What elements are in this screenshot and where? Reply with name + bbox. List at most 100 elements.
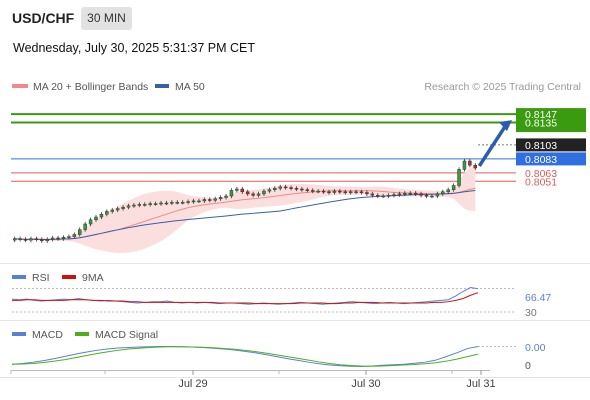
candle-body — [283, 186, 288, 189]
candle-body — [419, 193, 423, 196]
candle-body — [251, 193, 255, 196]
level-label-0.8103: 0.8103 — [525, 140, 557, 152]
candle-body — [180, 202, 185, 204]
macd-value-label: 0.00 — [525, 342, 546, 354]
candle-body — [56, 237, 60, 240]
candle-body — [99, 213, 104, 218]
rsi-legend-label: RSI — [32, 272, 50, 284]
ma20-legend-swatch — [12, 84, 28, 88]
candle-body — [45, 239, 49, 242]
candle-body — [457, 169, 461, 186]
candle-body — [164, 202, 169, 205]
rsi-legend-swatch — [12, 275, 26, 279]
candle-body — [462, 160, 467, 170]
level-box-0.8147 — [516, 108, 586, 133]
ma20-legend-label: MA 20 + Bollinger Bands — [33, 81, 148, 93]
level-label-0.8147: 0.8147 — [525, 109, 557, 121]
candle-body — [153, 203, 158, 205]
candle-body — [332, 190, 337, 193]
candle-body — [23, 239, 28, 241]
candle-body — [218, 197, 223, 200]
candle-body — [208, 199, 212, 201]
macd-signal-line — [11, 346, 479, 367]
ma50-legend-swatch — [155, 84, 169, 88]
candle-body — [148, 203, 152, 205]
rsi-ma-legend-label: 9MA — [82, 272, 104, 284]
candle-body — [137, 204, 142, 206]
level-label-0.8135: 0.8135 — [525, 118, 557, 130]
candle-body — [115, 208, 120, 211]
candle-body — [441, 191, 445, 195]
rsi-panel — [11, 286, 516, 313]
candle-body — [72, 234, 77, 237]
candle-body — [278, 186, 282, 189]
candle-body — [327, 191, 331, 194]
candle-body — [229, 190, 234, 197]
candle-body — [386, 195, 391, 197]
candle-body — [126, 205, 131, 208]
candle-body — [381, 195, 385, 198]
time-tick-label: Jul 30 — [351, 378, 380, 390]
watermark: Research © 2025 Trading Central — [424, 81, 581, 93]
candle-body — [50, 237, 55, 240]
ma50-legend-label: MA 50 — [175, 81, 205, 93]
macd-panel — [11, 346, 516, 367]
candle-body — [451, 185, 456, 190]
level-label-0.8083: 0.8083 — [525, 154, 557, 166]
candle-body — [110, 209, 114, 212]
candle-body — [245, 191, 250, 195]
level-box-0.8083 — [516, 152, 586, 166]
datetime-label: Wednesday, July 30, 2025 5:31:37 PM CET — [13, 41, 256, 55]
candle-body — [186, 201, 190, 203]
candle-body — [132, 204, 136, 207]
candle-body — [34, 238, 39, 240]
candle-body — [435, 193, 440, 197]
macd-legend-swatch — [12, 332, 26, 336]
candle-body — [67, 236, 71, 238]
candle-body — [300, 188, 304, 191]
candle-body — [321, 190, 326, 193]
rsi-line — [11, 286, 479, 305]
candle-body — [365, 192, 369, 195]
candle-body — [403, 192, 407, 195]
pair-title: USD/CHF — [12, 10, 75, 26]
candle-body — [94, 216, 98, 221]
candle-body — [40, 239, 44, 242]
candle-body — [294, 188, 299, 190]
candle-body — [408, 192, 413, 195]
candle-body — [359, 191, 364, 194]
candle-body — [143, 204, 147, 206]
candle-body — [256, 193, 261, 196]
macd-signal-legend-swatch — [75, 332, 89, 336]
candle-body — [262, 190, 266, 195]
candle-body — [197, 200, 201, 203]
candle-body — [446, 189, 450, 193]
candle-body — [77, 229, 82, 235]
candle-body — [413, 192, 418, 195]
timeframe-button[interactable]: 30 MIN — [81, 7, 132, 30]
candle-body — [29, 238, 33, 241]
candle-body — [370, 193, 375, 196]
rsi-value-label: 66.47 — [525, 292, 551, 304]
candle-body — [468, 160, 472, 166]
candle-body — [338, 190, 342, 193]
candle-body — [83, 223, 87, 230]
candle-body — [424, 195, 429, 197]
candle-body — [170, 202, 174, 204]
candle-body — [354, 191, 358, 194]
candle-body — [289, 187, 293, 189]
candle-body — [397, 193, 402, 196]
candle-body — [376, 195, 380, 197]
candle-body — [12, 238, 17, 241]
candle-body — [61, 237, 66, 239]
candle-body — [267, 189, 272, 192]
candle-body — [348, 191, 353, 194]
bollinger-band — [14, 165, 476, 253]
candle-body — [18, 238, 22, 240]
candle-body — [273, 188, 277, 190]
candle-body — [88, 219, 93, 225]
candle-body — [430, 195, 434, 198]
candle-body — [392, 194, 396, 196]
